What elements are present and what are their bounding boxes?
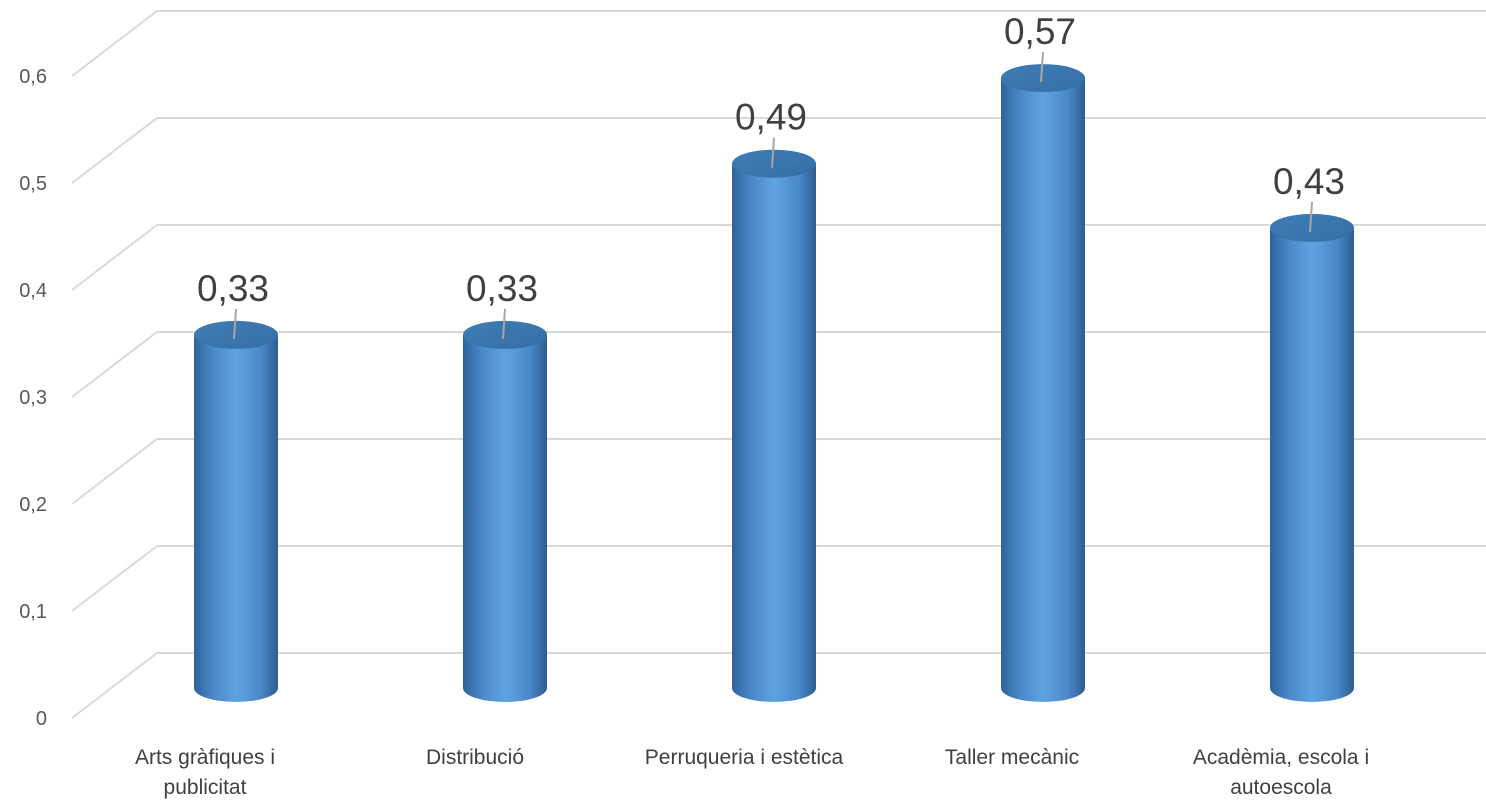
data-label: 0,43: [1273, 161, 1345, 232]
bars: [194, 64, 1354, 703]
x-axis-categories: Arts gràfiques i publicitat Distribució Per…: [135, 746, 1369, 799]
bar: [194, 320, 278, 702]
x-category-label: Distribució: [426, 746, 524, 769]
svg-text:0,57: 0,57: [1004, 11, 1076, 52]
gridline: [71, 331, 1486, 398]
gridline: [71, 224, 1486, 291]
gridline: [71, 545, 1486, 612]
bar: [1270, 213, 1354, 702]
y-tick-label: 0: [36, 708, 47, 730]
data-label: 0,33: [466, 268, 538, 339]
data-label: 0,33: [197, 268, 269, 339]
x-category-label: Acadèmia, escola i autoescola: [1193, 746, 1369, 799]
y-tick-label: 0,5: [19, 173, 47, 195]
bar: [463, 320, 547, 702]
gridline: [71, 652, 1486, 719]
y-tick-label: 0,1: [19, 601, 47, 623]
x-category-label: Perruqueria i estètica: [645, 746, 844, 769]
gridline: [71, 117, 1486, 184]
y-tick-label: 0,6: [19, 66, 47, 88]
svg-text:0,49: 0,49: [735, 97, 807, 138]
gridline: [71, 10, 1486, 77]
svg-text:0,43: 0,43: [1273, 161, 1345, 202]
bar: [732, 149, 816, 702]
svg-text:0,33: 0,33: [466, 268, 538, 309]
data-label: 0,57: [1004, 11, 1076, 83]
svg-text:0,33: 0,33: [197, 268, 269, 309]
data-label: 0,49: [735, 97, 807, 168]
y-tick-label: 0,4: [19, 280, 47, 302]
gridlines: [71, 10, 1486, 719]
y-axis-ticks: 0 0,1 0,2 0,3 0,4 0,5 0,6: [19, 66, 47, 730]
bar: [1001, 64, 1085, 703]
y-tick-label: 0,2: [19, 494, 47, 516]
y-tick-label: 0,3: [19, 387, 47, 409]
data-labels: 0,33 0,33 0,49 0,57 0,43: [197, 11, 1345, 339]
x-category-label: Taller mecànic: [945, 746, 1079, 769]
gridline: [71, 438, 1486, 505]
x-category-label: Arts gràfiques i publicitat: [135, 746, 275, 799]
